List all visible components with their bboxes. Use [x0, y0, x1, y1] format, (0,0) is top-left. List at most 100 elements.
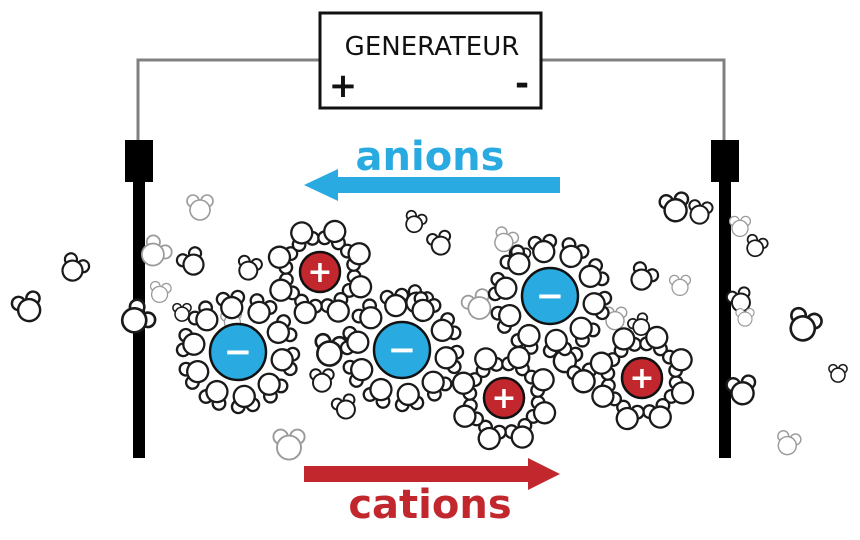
water-molecule — [257, 372, 289, 404]
water-molecule — [451, 371, 483, 401]
water-molecule — [559, 237, 590, 269]
water-molecule — [527, 233, 558, 264]
water-molecule — [330, 393, 356, 420]
water-molecule — [523, 368, 555, 398]
anion-core — [520, 266, 580, 326]
water-molecule — [187, 300, 219, 332]
water-molecule — [267, 245, 299, 275]
hydrated-ions: − + − − + + — [175, 219, 695, 451]
water-molecule — [627, 312, 651, 336]
water-molecule — [61, 252, 91, 282]
cation-charge-sign: + — [307, 255, 332, 290]
cations-arrow — [304, 458, 560, 490]
generator: GENERATEUR + - — [318, 11, 543, 110]
water-molecule — [421, 370, 453, 402]
anion-hydrated: − — [487, 233, 613, 359]
water-molecule — [578, 258, 610, 288]
water-molecule — [178, 360, 210, 390]
anion-hydrated: − — [175, 289, 301, 415]
water-molecule — [487, 271, 518, 302]
anion-charge-sign: − — [388, 330, 417, 370]
generator-box — [318, 11, 543, 110]
water-molecule — [630, 261, 660, 291]
cation-hydrated: + — [589, 325, 695, 431]
water-molecule — [405, 209, 428, 234]
water-molecule — [270, 346, 301, 377]
anions-arrow — [304, 169, 560, 201]
water-molecule — [394, 382, 425, 413]
water-molecule — [175, 246, 205, 276]
water-molecule — [490, 304, 522, 334]
water-molecule — [237, 254, 263, 281]
water-molecule — [172, 302, 192, 322]
water-molecule — [411, 291, 442, 323]
water-molecule — [658, 191, 690, 223]
cation-hydrated: + — [451, 345, 557, 451]
wire-left — [136, 58, 320, 142]
water-molecule — [120, 298, 157, 334]
water-molecule — [230, 384, 261, 415]
anion-core — [208, 322, 268, 382]
water-molecule — [566, 362, 598, 394]
water-molecule — [362, 377, 393, 409]
water-molecule — [272, 428, 306, 461]
water-molecule — [474, 347, 504, 379]
water-molecule — [339, 325, 370, 356]
anions-label: anions — [356, 134, 505, 180]
cations-label: cations — [348, 482, 511, 528]
water-molecule — [589, 351, 621, 381]
water-molecule — [639, 325, 669, 357]
water-molecule — [309, 368, 335, 393]
water-molecule — [342, 358, 374, 388]
water-molecule — [460, 288, 492, 320]
water-molecule — [688, 199, 714, 225]
generator-title: GENERATEUR — [345, 32, 520, 62]
water-molecule — [430, 312, 462, 342]
water-molecule — [525, 395, 557, 425]
water-molecule — [434, 344, 465, 375]
water-molecule — [591, 378, 623, 408]
water-molecule — [477, 419, 507, 451]
water-molecule — [140, 234, 173, 267]
water-molecule — [10, 290, 42, 323]
water-molecule — [746, 233, 769, 258]
water-molecule — [317, 219, 347, 251]
water-molecule — [663, 375, 695, 405]
water-molecule — [602, 306, 628, 331]
cation-core — [620, 356, 664, 400]
water-molecule — [351, 298, 383, 330]
water-molecule — [569, 316, 601, 348]
water-molecule — [175, 327, 206, 358]
water-molecule — [290, 221, 320, 253]
anion-core — [372, 320, 432, 380]
cation-hydrated: + — [267, 219, 373, 325]
water-molecule — [426, 229, 452, 256]
water-molecule — [777, 430, 802, 456]
water-molecule — [828, 363, 848, 383]
generator-plus-terminal: + — [329, 66, 358, 106]
water-molecule — [379, 287, 410, 318]
water-molecule — [504, 417, 534, 449]
water-molecule — [582, 290, 613, 321]
water-molecule — [149, 280, 172, 304]
water-molecule — [542, 328, 573, 359]
water-molecule — [269, 272, 301, 302]
water-molecule — [510, 323, 541, 355]
anion-hydrated: − — [339, 287, 465, 413]
anion-charge-sign: − — [536, 276, 565, 316]
wire-right — [540, 58, 726, 142]
cation-core — [298, 250, 342, 294]
water-molecule — [615, 399, 645, 431]
water-molecule — [661, 348, 693, 378]
water-molecule — [735, 308, 755, 327]
cation-charge-sign: + — [491, 381, 516, 416]
water-molecule — [198, 379, 229, 411]
water-molecule — [725, 374, 757, 406]
cation-charge-sign: + — [629, 361, 654, 396]
generator-minus-terminal: - — [515, 64, 529, 104]
water-molecule — [186, 194, 214, 221]
water-molecule — [293, 293, 323, 325]
water-molecule — [320, 291, 350, 323]
water-molecule — [339, 242, 371, 272]
